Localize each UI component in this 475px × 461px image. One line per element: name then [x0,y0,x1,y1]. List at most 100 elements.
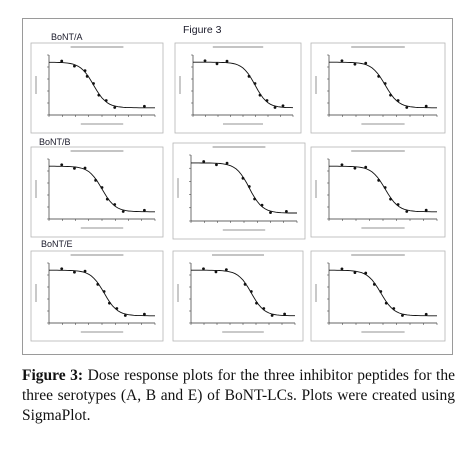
data-point [353,62,357,66]
fit-curve [49,165,155,213]
group-label: BoNT/E [41,239,73,249]
data-point [83,69,87,73]
plot-title-strip [70,150,124,152]
plot-title-strip [70,46,124,48]
data-point [255,301,258,305]
y-axis-label-strip [179,76,181,94]
data-point [353,166,357,170]
y-axis-label-strip [315,180,317,198]
data-point [265,99,269,102]
data-point [60,267,64,271]
data-point [364,271,368,275]
data-point [202,160,206,163]
data-point [389,93,392,97]
data-point [73,270,76,274]
caption: Figure 3: Dose response plots for the th… [22,366,455,426]
y-axis-label-strip [315,76,317,94]
data-point [108,301,111,305]
data-point [383,82,387,85]
data-point [377,178,381,182]
plot-panel [30,146,164,238]
data-point [123,314,127,317]
data-point [143,208,146,212]
y-axis-label-strip [35,76,37,94]
data-point [372,282,376,286]
plot-title-strip [70,254,124,256]
data-point [83,269,87,273]
plot-title-strip [212,254,264,256]
data-point [405,210,409,213]
x-axis-label-strip [80,123,124,125]
data-point [253,197,256,201]
data-point [340,59,344,63]
plot-panel [310,146,446,238]
data-point [143,312,146,316]
y-axis-label-strip [177,178,179,198]
data-point [379,290,383,293]
data-point [377,74,381,78]
data-point [243,282,247,286]
data-point [143,104,146,108]
group-label: BoNT/A [51,32,83,42]
y-axis-label-strip [315,284,317,302]
data-point [283,312,286,316]
data-point [392,307,396,310]
data-point [285,209,288,213]
data-point [60,163,64,167]
plot-panel [310,42,446,134]
data-point [424,104,428,108]
fit-curve [49,269,155,317]
data-point [405,106,409,109]
data-point [340,163,344,167]
data-point [203,59,207,63]
data-point [384,301,388,305]
plot-title-strip [212,46,264,48]
x-axis-label-strip [222,331,264,333]
fit-curve [191,269,295,317]
plot-title-strip [212,146,266,148]
data-point [273,106,277,109]
data-point [247,74,251,78]
data-point [364,165,368,169]
x-axis-label-strip [361,227,405,229]
fit-curve [49,61,155,109]
caption-text: Dose response plots for the three inhibi… [22,367,455,424]
data-point [83,166,87,170]
data-point [224,268,228,272]
data-point [424,208,428,212]
fit-curve [329,165,437,213]
plot-title-strip [351,46,405,48]
data-point [258,93,262,97]
data-point [225,161,229,165]
data-point [102,290,106,293]
fit-curve [193,61,294,109]
plot-panel [174,42,302,134]
data-point [396,99,400,102]
data-point [389,197,392,201]
plot-title-strip [351,254,405,256]
data-point [202,267,205,271]
data-point [92,82,95,85]
x-axis-label-strip [80,331,124,333]
data-point [100,186,104,189]
data-point [281,104,285,108]
data-point [260,203,264,207]
data-point [396,203,400,206]
x-axis-label-strip [361,123,405,125]
data-point [104,99,108,102]
x-axis-label-strip [80,227,124,229]
data-point [225,59,229,63]
plot-panel [30,42,164,134]
plot-panel [172,142,306,240]
data-point [60,59,64,63]
fit-curve [329,269,437,317]
data-point [97,93,101,97]
data-point [249,290,253,293]
data-point [247,185,251,188]
caption-label: Figure 3: [22,367,84,384]
data-point [340,267,344,271]
plot-panel [172,250,304,342]
plot-title-strip [351,150,405,152]
data-point [215,163,218,167]
data-point [121,210,125,213]
